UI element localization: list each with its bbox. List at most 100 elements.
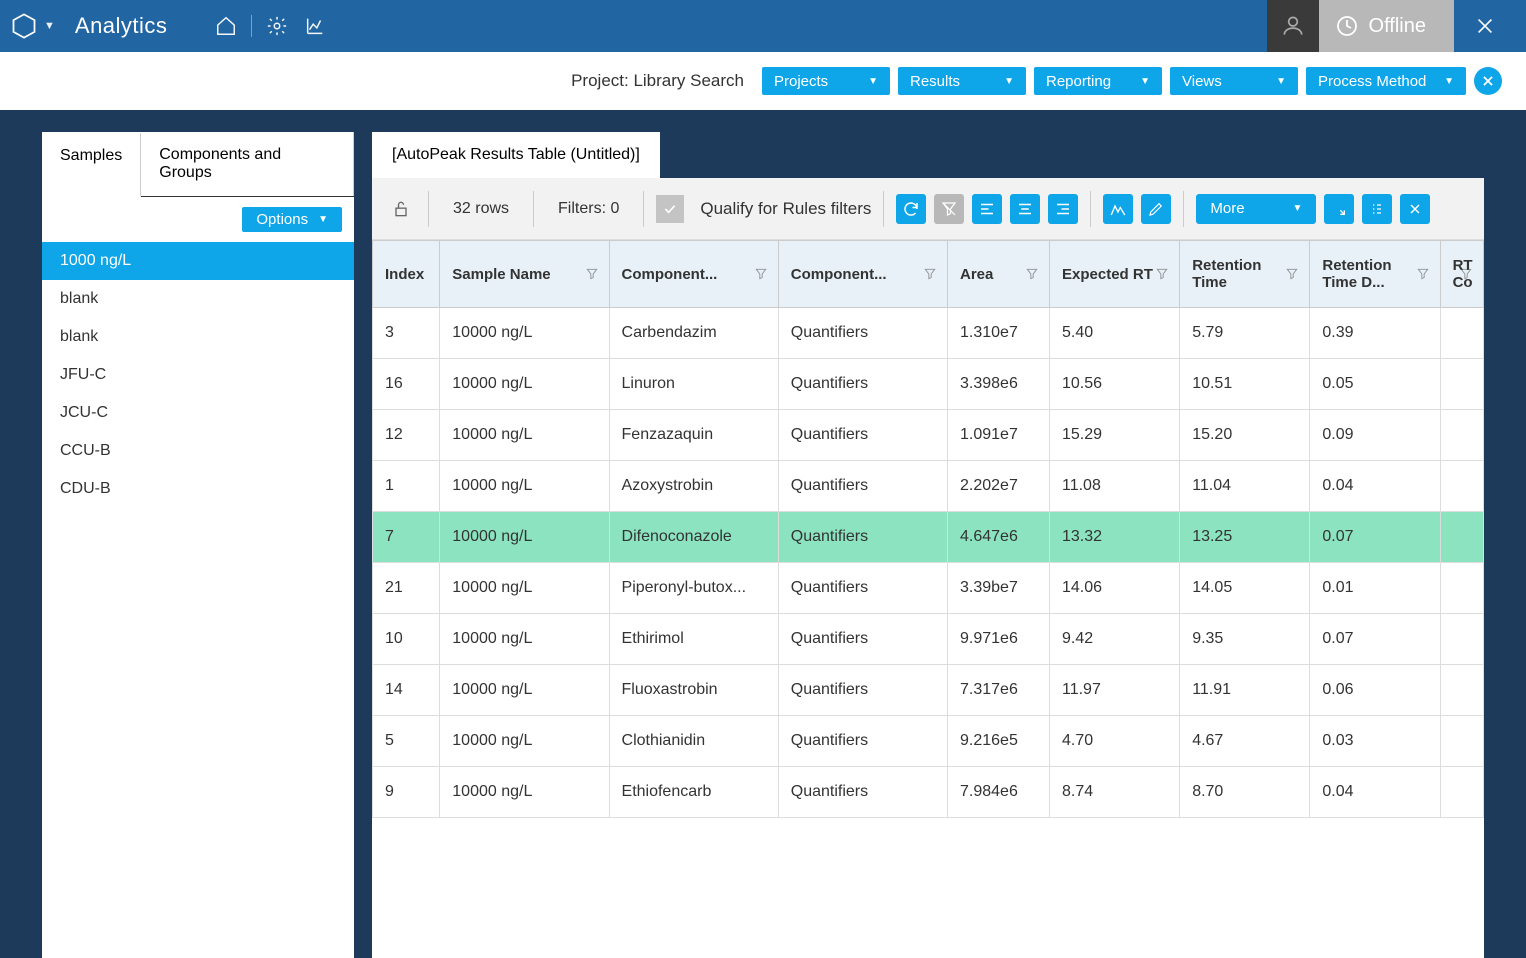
refresh-icon[interactable]: [896, 194, 926, 224]
chart-icon[interactable]: [304, 15, 326, 37]
column-header[interactable]: Sample Name: [440, 241, 609, 308]
sample-item[interactable]: CDU-B: [42, 470, 354, 508]
align-left-icon[interactable]: [972, 194, 1002, 224]
column-header[interactable]: Area: [948, 241, 1050, 308]
gear-icon[interactable]: [266, 15, 288, 37]
cell-comp1: Fenzazaquin: [609, 410, 778, 461]
align-right-icon[interactable]: [1048, 194, 1078, 224]
cell-comp2: Quantifiers: [778, 410, 947, 461]
views-dropdown[interactable]: Views▼: [1170, 67, 1298, 95]
cell-comp2: Quantifiers: [778, 716, 947, 767]
results-tab[interactable]: [AutoPeak Results Table (Untitled)]: [372, 132, 660, 178]
close-button[interactable]: [1454, 0, 1516, 52]
clear-icon[interactable]: [1400, 194, 1430, 224]
reporting-dropdown[interactable]: Reporting▼: [1034, 67, 1162, 95]
cell-comp1: Fluoxastrobin: [609, 665, 778, 716]
cell-exprt: 11.97: [1050, 665, 1180, 716]
filter-off-icon[interactable]: [934, 194, 964, 224]
cell-comp1: Azoxystrobin: [609, 461, 778, 512]
table-row[interactable]: 110000 ng/LAzoxystrobinQuantifiers2.202e…: [373, 461, 1484, 512]
cell-comp1: Piperonyl-butox...: [609, 563, 778, 614]
column-header[interactable]: Component...: [778, 241, 947, 308]
table-row[interactable]: 1410000 ng/LFluoxastrobinQuantifiers7.31…: [373, 665, 1484, 716]
edit-icon[interactable]: [1141, 194, 1171, 224]
cell-extra: [1440, 716, 1483, 767]
divider: [1090, 191, 1091, 227]
sample-item[interactable]: CCU-B: [42, 432, 354, 470]
cell-sample: 10000 ng/L: [440, 716, 609, 767]
cell-rtd: 0.06: [1310, 665, 1440, 716]
table-row[interactable]: 310000 ng/LCarbendazimQuantifiers1.310e7…: [373, 308, 1484, 359]
column-header[interactable]: Expected RT: [1050, 241, 1180, 308]
cell-rt: 11.04: [1180, 461, 1310, 512]
lock-icon[interactable]: [386, 194, 416, 224]
table-row[interactable]: 1610000 ng/LLinuronQuantifiers3.398e610.…: [373, 359, 1484, 410]
table-row[interactable]: 510000 ng/LClothianidinQuantifiers9.216e…: [373, 716, 1484, 767]
results-dropdown[interactable]: Results▼: [898, 67, 1026, 95]
cell-extra: [1440, 665, 1483, 716]
align-center-icon[interactable]: [1010, 194, 1040, 224]
cell-comp2: Quantifiers: [778, 308, 947, 359]
cell-sample: 10000 ng/L: [440, 461, 609, 512]
cell-area: 1.091e7: [948, 410, 1050, 461]
home-icon[interactable]: [215, 15, 237, 37]
column-header[interactable]: Retention Time: [1180, 241, 1310, 308]
cell-extra: [1440, 614, 1483, 665]
cell-extra: [1440, 308, 1483, 359]
column-header[interactable]: Index: [373, 241, 440, 308]
cell-area: 9.971e6: [948, 614, 1050, 665]
cell-rtd: 0.39: [1310, 308, 1440, 359]
cell-comp1: Ethiofencarb: [609, 767, 778, 818]
tab-samples[interactable]: Samples: [42, 133, 141, 197]
cell-exprt: 11.08: [1050, 461, 1180, 512]
sample-item[interactable]: JFU-C: [42, 356, 354, 394]
toolbar-close-icon[interactable]: [1474, 67, 1502, 95]
collapse-icon[interactable]: [1324, 194, 1354, 224]
cell-rtd: 0.09: [1310, 410, 1440, 461]
cell-rt: 8.70: [1180, 767, 1310, 818]
projects-dropdown[interactable]: Projects▼: [762, 67, 890, 95]
qualify-label: Qualify for Rules filters: [700, 199, 871, 219]
sample-item[interactable]: 1000 ng/L: [42, 242, 354, 280]
user-icon[interactable]: [1267, 0, 1319, 52]
cell-exprt: 13.32: [1050, 512, 1180, 563]
results-table: IndexSample NameComponent...Component...…: [372, 240, 1484, 818]
column-header[interactable]: Component...: [609, 241, 778, 308]
cell-rtd: 0.03: [1310, 716, 1440, 767]
cell-comp2: Quantifiers: [778, 512, 947, 563]
sample-item[interactable]: JCU-C: [42, 394, 354, 432]
cell-comp1: Linuron: [609, 359, 778, 410]
cell-exprt: 14.06: [1050, 563, 1180, 614]
cell-exprt: 4.70: [1050, 716, 1180, 767]
options-dropdown[interactable]: Options▼: [242, 207, 342, 232]
settings-list-icon[interactable]: [1362, 194, 1392, 224]
table-row[interactable]: 1010000 ng/LEthirimolQuantifiers9.971e69…: [373, 614, 1484, 665]
cell-area: 1.310e7: [948, 308, 1050, 359]
cell-exprt: 15.29: [1050, 410, 1180, 461]
column-header[interactable]: Retention Time D...: [1310, 241, 1440, 308]
divider: [428, 191, 429, 227]
cell-rt: 11.91: [1180, 665, 1310, 716]
left-tabs: Samples Components and Groups: [42, 132, 354, 197]
qualify-checkbox[interactable]: [656, 195, 684, 223]
table-row[interactable]: 1210000 ng/LFenzazaquinQuantifiers1.091e…: [373, 410, 1484, 461]
more-dropdown[interactable]: More▼: [1196, 194, 1316, 224]
cell-extra: [1440, 563, 1483, 614]
table-row[interactable]: 910000 ng/LEthiofencarbQuantifiers7.984e…: [373, 767, 1484, 818]
cell-rtd: 0.07: [1310, 614, 1440, 665]
app-menu-caret-icon[interactable]: ▼: [44, 20, 55, 32]
table-toolbar: 32 rows Filters: 0 Qualify for Rules fil…: [372, 178, 1484, 240]
cell-area: 4.647e6: [948, 512, 1050, 563]
cell-area: 2.202e7: [948, 461, 1050, 512]
tab-components[interactable]: Components and Groups: [141, 132, 354, 196]
column-header[interactable]: RT Co: [1440, 241, 1483, 308]
cell-comp2: Quantifiers: [778, 767, 947, 818]
process-method-dropdown[interactable]: Process Method▼: [1306, 67, 1466, 95]
sample-item[interactable]: blank: [42, 318, 354, 356]
sample-item[interactable]: blank: [42, 280, 354, 318]
cell-sample: 10000 ng/L: [440, 308, 609, 359]
app-title: Analytics: [75, 13, 168, 39]
table-row[interactable]: 2110000 ng/LPiperonyl-butox...Quantifier…: [373, 563, 1484, 614]
peak-icon[interactable]: [1103, 194, 1133, 224]
table-row[interactable]: 710000 ng/LDifenoconazoleQuantifiers4.64…: [373, 512, 1484, 563]
